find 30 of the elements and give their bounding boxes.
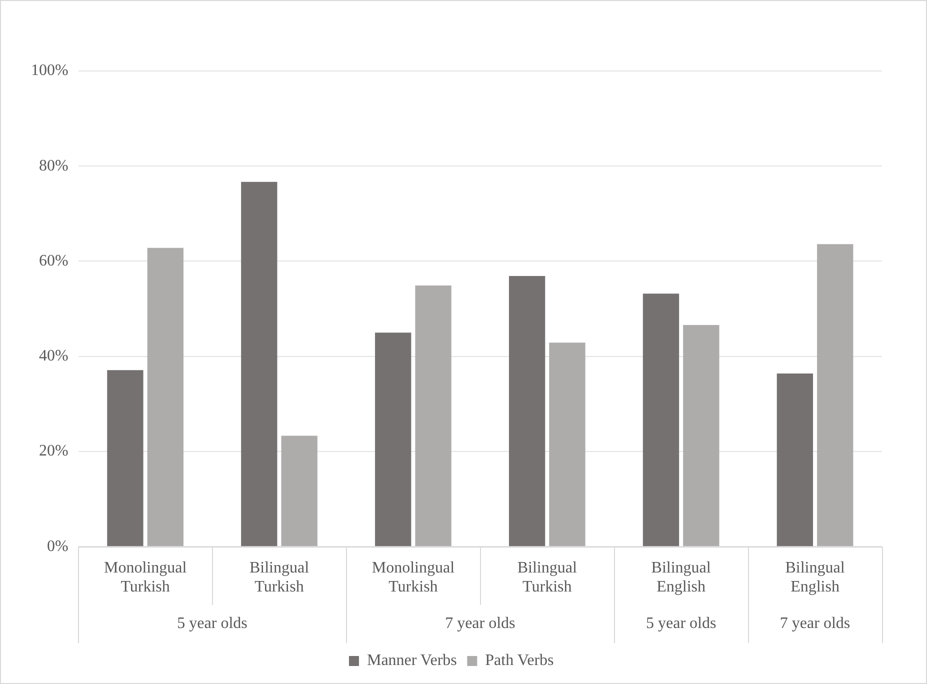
y-tick-label: 80% [39,157,68,174]
bar [817,244,854,546]
text: 7 year olds [445,615,516,632]
x-tick-label: Bilingual English [785,559,846,596]
y-tick-label: 100% [31,62,68,80]
bar [776,373,814,546]
x-tick-label: Bilingual Turkish [517,559,578,596]
x-tick-label: Bilingual Turkish [249,559,310,596]
y-tick-label: 0% [47,538,68,555]
text: 5 year olds [646,615,716,632]
x-tick-label: Monolingual Turkish [104,559,188,596]
bar [147,248,184,546]
y-tick-label: 60% [39,252,68,270]
bar [281,436,318,546]
bar [642,294,680,546]
bar [375,332,412,546]
bar [508,276,546,546]
bar [415,285,452,546]
bar [241,182,278,546]
bar [107,370,144,546]
y-tick-label: 20% [39,442,68,460]
text: 5 year olds [177,615,248,632]
bar [549,342,586,546]
legend-label: Path Verbs [485,652,554,670]
text: 7 year olds [780,615,850,632]
x-tick-label: Bilingual English [651,559,712,596]
legend-label: Manner Verbs [366,652,457,670]
y-tick-label: 40% [39,348,68,365]
x-tick-label: Monolingual Turkish [372,559,456,596]
bar [683,324,720,546]
